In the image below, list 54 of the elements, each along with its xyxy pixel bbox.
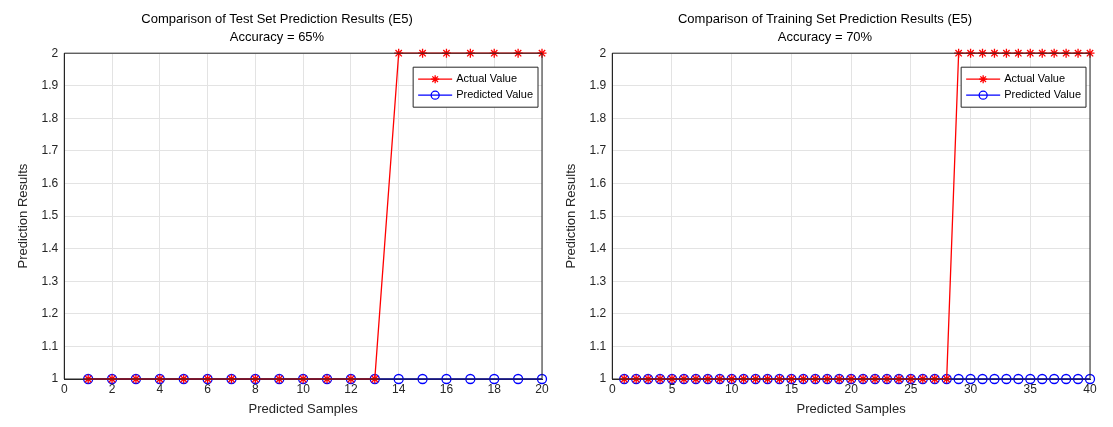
y-tick-label: 1.3 <box>41 273 59 288</box>
x-tick-label: 12 <box>344 381 358 396</box>
y-axis-title: Prediction Results <box>15 163 31 269</box>
y-tick-label: 1.7 <box>589 143 607 158</box>
chart-subtitle: Accuracy = 65% <box>229 28 325 44</box>
y-tick-label: 1.1 <box>41 338 59 353</box>
y-tick-label: 1.8 <box>589 110 607 125</box>
chart-subtitle: Accuracy = 70% <box>777 28 873 44</box>
x-tick-label: 0 <box>608 381 616 396</box>
y-tick-label: 1.5 <box>41 208 59 223</box>
y-tick-label: 1.4 <box>589 240 607 255</box>
y-tick-label: 2 <box>51 45 59 60</box>
x-axis-title: Predicted Samples <box>248 400 359 416</box>
x-tick-label: 25 <box>904 381 918 396</box>
x-tick-label: 20 <box>535 381 549 396</box>
x-tick-label: 40 <box>1083 381 1097 396</box>
x-tick-label: 5 <box>668 381 676 396</box>
x-tick-label: 30 <box>963 381 978 396</box>
y-tick-label: 1.9 <box>41 78 59 93</box>
y-tick-label: 1 <box>51 371 59 386</box>
x-tick-label: 2 <box>108 381 116 396</box>
y-tick-label: 1.1 <box>589 338 607 353</box>
y-tick-label: 1.3 <box>589 273 607 288</box>
y-tick-label: 1.8 <box>41 110 59 125</box>
chart-title: Comparison of Test Set Prediction Results (E5) <box>141 11 413 27</box>
x-tick-label: 15 <box>784 381 799 396</box>
x-axis-title: Predicted Samples <box>796 400 907 416</box>
x-tick-label: 0 <box>60 381 68 396</box>
x-tick-label: 10 <box>725 381 739 396</box>
x-tick-label: 14 <box>392 381 406 396</box>
y-tick-label: 1.2 <box>41 306 59 321</box>
x-tick-label: 16 <box>439 381 454 396</box>
y-tick-label: 1.2 <box>589 306 607 321</box>
x-tick-label: 4 <box>156 381 164 396</box>
y-tick-label: 1.6 <box>589 175 607 190</box>
x-tick-label: 10 <box>296 381 311 396</box>
x-tick-label: 20 <box>844 381 859 396</box>
legend-label: Actual Value <box>1004 72 1066 85</box>
y-tick-label: 1.4 <box>41 240 59 255</box>
y-tick-label: 1.5 <box>589 208 607 223</box>
x-tick-label: 8 <box>252 381 260 396</box>
chart-title: Comparison of Training Set Prediction Results (E5) <box>677 11 973 27</box>
y-tick-label: 1.6 <box>41 175 59 190</box>
y-tick-label: 1.9 <box>589 78 607 93</box>
y-axis-title: Prediction Results <box>563 163 579 269</box>
y-tick-label: 2 <box>599 45 607 60</box>
legend-label: Actual Value <box>456 72 518 85</box>
legend-label: Predicted Value <box>1004 88 1082 101</box>
x-tick-label: 35 <box>1023 381 1038 396</box>
x-tick-label: 18 <box>487 381 502 396</box>
legend-label: Predicted Value <box>456 88 534 101</box>
x-tick-label: 6 <box>204 381 212 396</box>
y-tick-label: 1.7 <box>41 143 59 158</box>
y-tick-label: 1 <box>599 371 607 386</box>
